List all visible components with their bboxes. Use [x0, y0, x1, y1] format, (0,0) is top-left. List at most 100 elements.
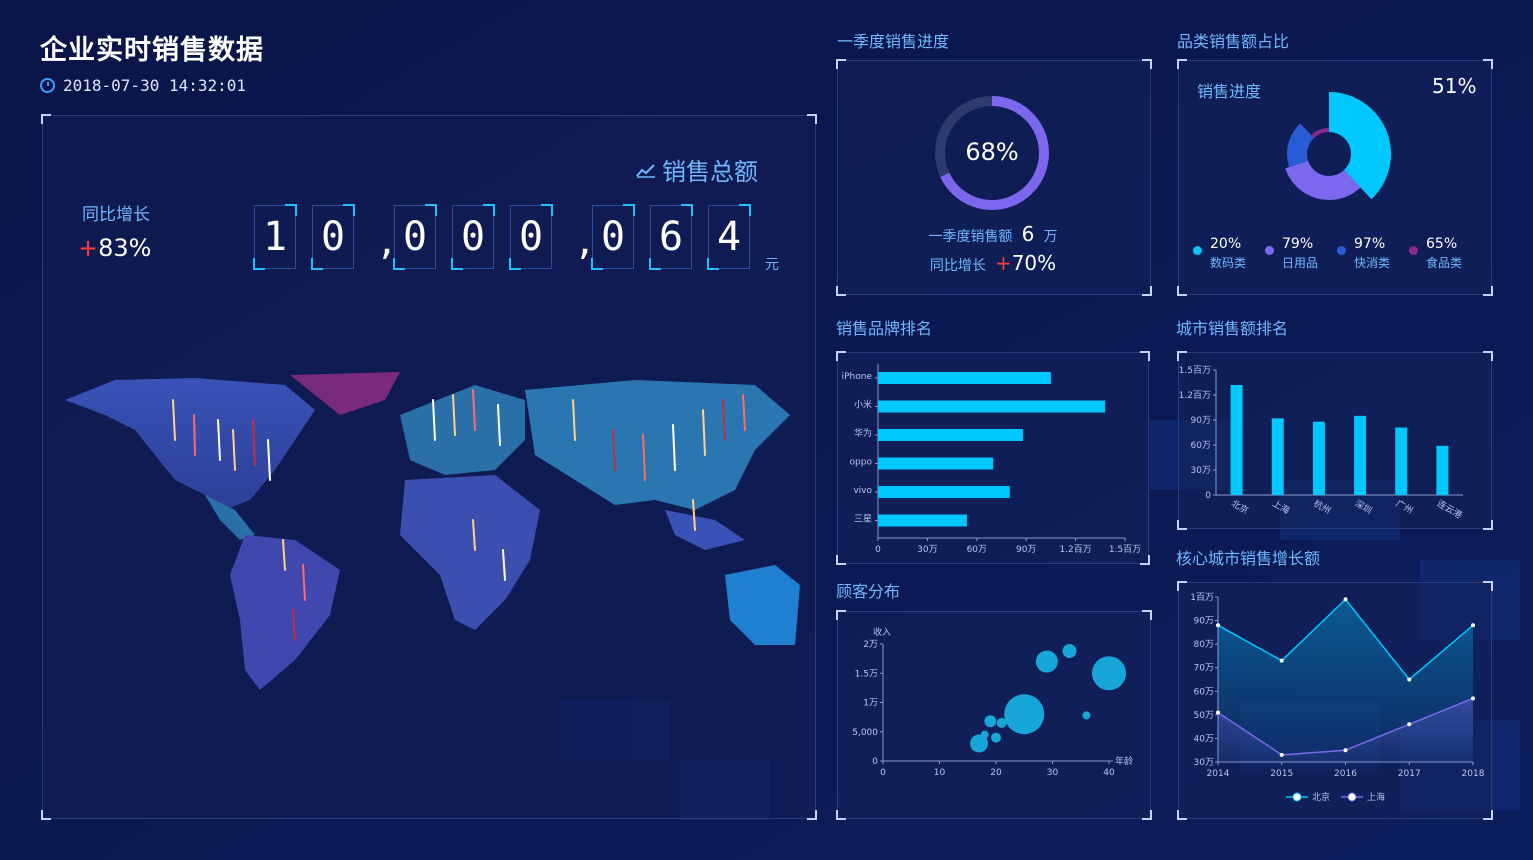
- city-ytick: 30万: [1191, 466, 1211, 476]
- line-ytick: 50万: [1194, 711, 1214, 721]
- line-point: [1407, 722, 1412, 727]
- scatter-point: [980, 730, 989, 739]
- yoy-value: +83%: [78, 234, 151, 262]
- category-progress-value: 51%: [1432, 74, 1477, 98]
- category-pct: 65%: [1426, 236, 1458, 252]
- line-point: [1279, 658, 1284, 663]
- digit-box: 0: [393, 204, 437, 270]
- category-legend-item: 79% 日用品: [1265, 236, 1318, 271]
- brand-bar: [878, 429, 1023, 441]
- total-label-text: 销售总额: [662, 158, 758, 186]
- category-legend-item: 97% 快消类: [1337, 236, 1390, 271]
- city-panel: [1177, 351, 1493, 530]
- legend-dot: [1265, 246, 1274, 255]
- category-name: 日用品: [1282, 256, 1319, 270]
- q1-sales-unit: 万: [1043, 229, 1058, 245]
- line-ytick: 1百万: [1190, 592, 1214, 603]
- scatter-ytick: 0: [872, 757, 878, 767]
- category-pct: 79%: [1282, 236, 1314, 252]
- line-ytick: 40万: [1194, 734, 1214, 744]
- yoy-label: 同比增长: [82, 205, 150, 225]
- line-point: [1343, 597, 1348, 602]
- brand-label: 小米: [854, 399, 872, 411]
- brand-xtick: 30万: [917, 545, 937, 555]
- q1-percent: 68%: [965, 138, 1019, 166]
- scatter-point: [984, 715, 997, 728]
- digit-box: 1: [253, 204, 297, 270]
- category-name: 快消类: [1354, 256, 1391, 270]
- q1-title: 一季度销售进度: [837, 32, 950, 51]
- scatter-xtick: 40: [1103, 768, 1115, 778]
- category-legend-item: 65% 食品类: [1409, 236, 1462, 271]
- brand-title: 销售品牌排名: [836, 319, 933, 338]
- digit-box: 0: [591, 204, 635, 270]
- city-label: 上海: [1270, 497, 1292, 516]
- scatter-xtick: 0: [880, 768, 886, 778]
- line-point: [1471, 696, 1475, 701]
- scatter-xlabel: 年龄: [1115, 755, 1133, 767]
- scatter-xtick: 10: [934, 768, 946, 778]
- q1-progress-ring: [935, 96, 1049, 210]
- scatter-point: [970, 734, 989, 753]
- city-ytick: 60万: [1191, 441, 1211, 451]
- line-point: [1471, 623, 1475, 628]
- brand-bar: [878, 372, 1051, 384]
- brand-xtick: 1.2百万: [1059, 544, 1091, 555]
- line-ytick: 90万: [1194, 617, 1214, 627]
- brand-label: iPhone: [842, 372, 873, 382]
- category-title: 品类销售额占比: [1177, 32, 1290, 51]
- brand-xtick: 0: [875, 545, 881, 555]
- scatter-point: [1004, 694, 1045, 735]
- line-xtick: 2017: [1398, 769, 1421, 779]
- scatter-point: [1035, 650, 1058, 673]
- city-title: 城市销售额排名: [1176, 319, 1289, 338]
- scatter-ytick: 1万: [863, 699, 878, 709]
- scatter-point: [1092, 656, 1126, 691]
- brand-bar: [878, 486, 1010, 498]
- q1-sales-label: 一季度销售额: [928, 229, 1013, 245]
- legend-dot: [1193, 246, 1202, 255]
- city-label: 广州: [1394, 497, 1416, 516]
- line-legend-label: 上海: [1367, 791, 1385, 803]
- trend-chart-icon: [636, 163, 655, 178]
- city-bar: [1230, 385, 1243, 495]
- total-label: 销售总额: [636, 152, 758, 187]
- scatter-ytick: 2万: [863, 640, 878, 650]
- world-sales-map: [65, 372, 800, 690]
- scatter-ytick: 1.5万: [855, 669, 878, 679]
- city-bar: [1312, 421, 1325, 495]
- legend-marker: [1347, 792, 1357, 802]
- rose-slice: [1287, 123, 1314, 167]
- digit-box: 4: [707, 204, 751, 270]
- brand-xtick: 60万: [967, 545, 987, 555]
- brand-label: oppo: [850, 458, 873, 468]
- line-point: [1343, 748, 1348, 753]
- city-label: 杭州: [1311, 497, 1333, 516]
- category-pct: 20%: [1210, 236, 1242, 252]
- yoy-sign: +: [78, 234, 99, 262]
- line-ytick: 60万: [1194, 687, 1214, 697]
- city-bar: [1436, 445, 1449, 495]
- legend-dot: [1337, 246, 1346, 255]
- line-ytick: 30万: [1194, 758, 1214, 768]
- page-title: 企业实时销售数据: [40, 35, 264, 66]
- brand-bar: [878, 400, 1106, 413]
- growth-line-chart: 30万 40万 50万 60万 70万 80万 90万 1百万 2014 2015 2016 2017…: [1190, 592, 1485, 803]
- customer-panel: [836, 610, 1152, 820]
- brand-bar: [878, 457, 994, 470]
- digit-box: 6: [649, 204, 693, 270]
- scatter-xtick: 20: [990, 768, 1002, 778]
- city-ytick: 0: [1205, 491, 1211, 501]
- datetime: 2018-07-30 14:32:01: [40, 76, 246, 95]
- line-xtick: 2018: [1462, 769, 1485, 779]
- digit-separator: ,: [376, 222, 398, 263]
- category-legend-item: 20% 数码类: [1193, 236, 1246, 271]
- yoy-number: 83%: [98, 234, 152, 262]
- category-name: 数码类: [1210, 256, 1247, 270]
- digit-box: 0: [311, 204, 355, 270]
- line-xtick: 2015: [1270, 769, 1293, 779]
- brand-label: vivo: [853, 486, 872, 496]
- scatter-ylabel: 收入: [873, 626, 891, 638]
